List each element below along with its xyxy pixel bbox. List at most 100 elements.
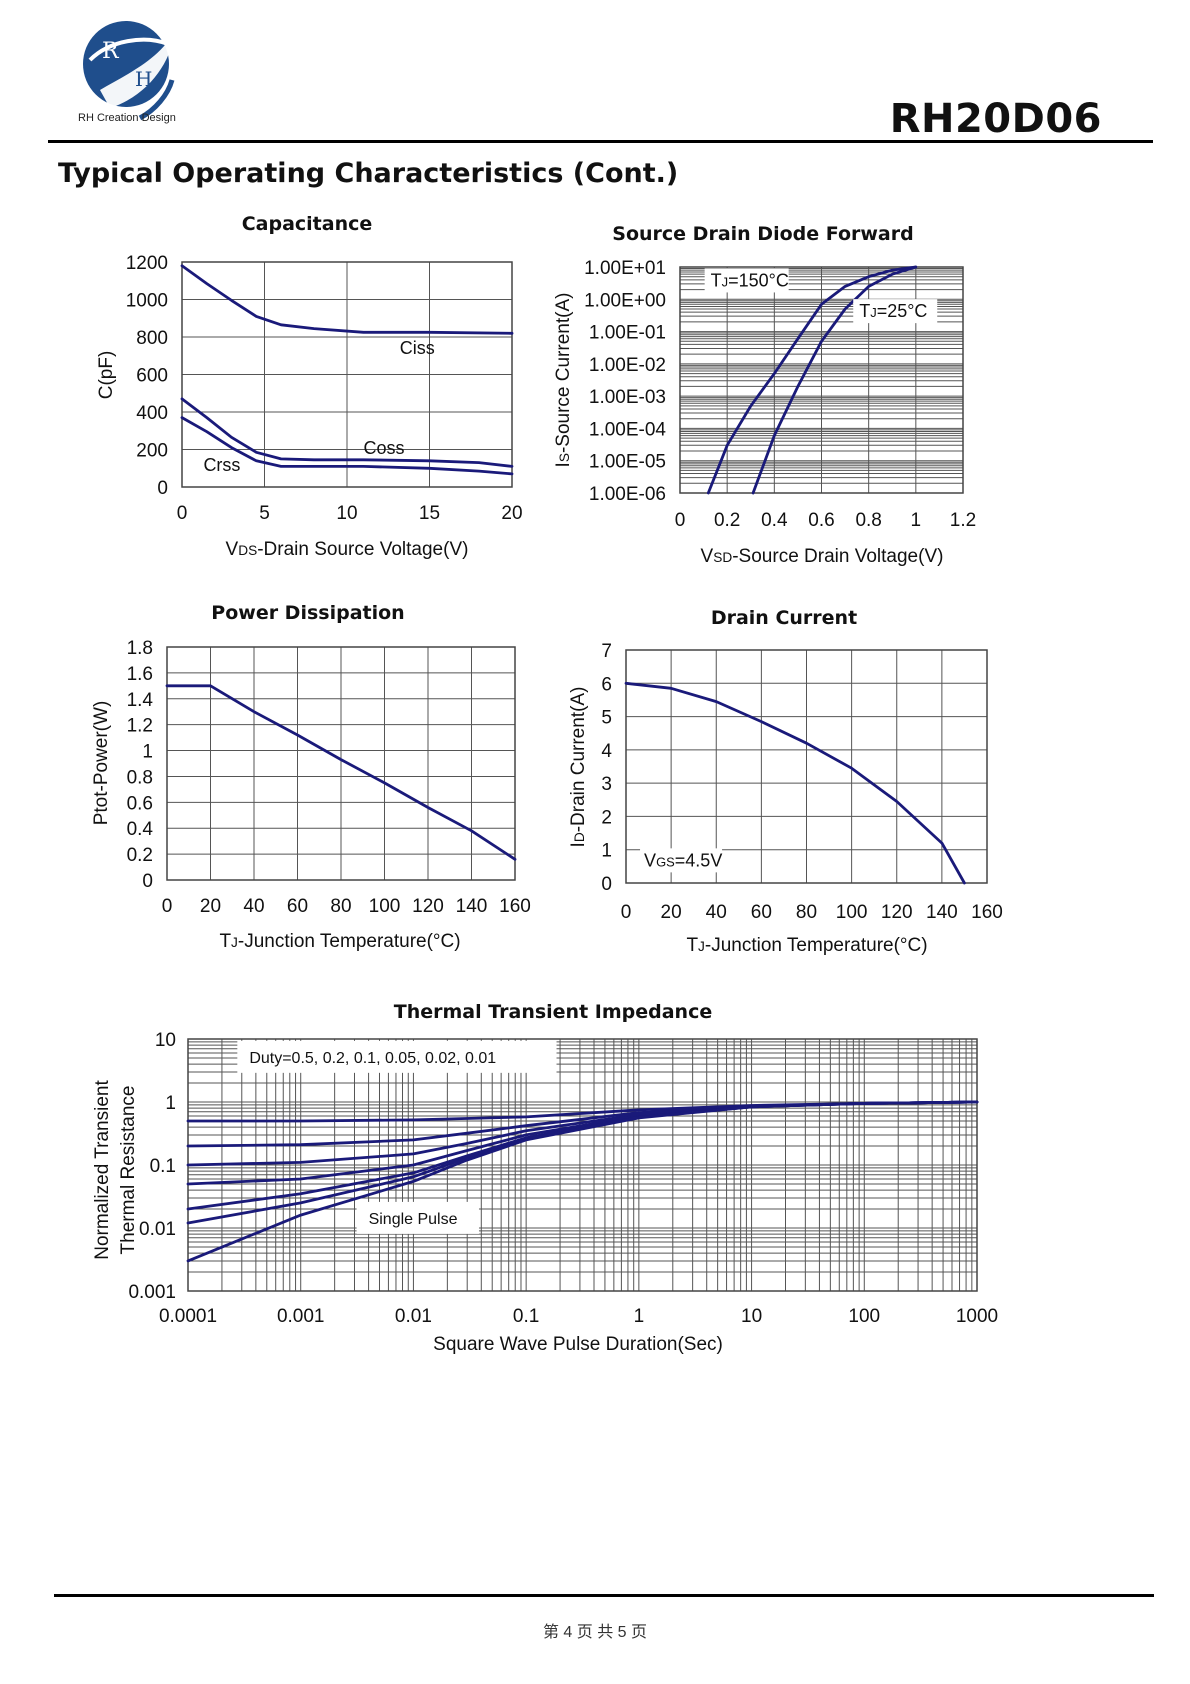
logo-letter-h: H <box>135 67 152 91</box>
drain-current-annotation-bg <box>640 848 723 873</box>
capacitance-y-tick-label: 1200 <box>126 253 168 274</box>
thermal-impedance-y-tick-label: 0.001 <box>128 1282 176 1303</box>
capacitance-series-label: Coss <box>364 438 405 458</box>
power-dissipation-y-tick-label: 1.8 <box>127 638 153 659</box>
power-dissipation-series-line-0 <box>165 684 517 861</box>
capacitance-y-tick-label: 800 <box>136 328 168 349</box>
diode-forward-y-axis-label: IS-Source Current(A) <box>553 293 574 468</box>
drain-current-y-tick-label: 2 <box>601 807 612 828</box>
power-dissipation-y-tick-label: 1.2 <box>127 716 153 737</box>
power-dissipation-y-tick-label: 1.4 <box>127 690 154 711</box>
power-dissipation-x-tick-label: 40 <box>243 896 264 917</box>
diode-forward-y-tick-label: 1.00E-03 <box>589 387 666 408</box>
capacitance-y-axis-label: C(pF) <box>96 351 117 400</box>
diode-forward-series-label: TJ=25°C <box>859 301 927 321</box>
diode-forward-x-tick-label: 0.4 <box>761 510 788 531</box>
drain-current-y-tick-label: 5 <box>601 708 612 729</box>
capacitance-y-tick-label: 600 <box>136 366 168 387</box>
drain-current-y-tick-label: 6 <box>601 674 612 695</box>
diode-forward-x-tick-label: 1.2 <box>950 510 976 531</box>
thermal-impedance-x-axis-label: Square Wave Pulse Duration(Sec) <box>433 1334 723 1355</box>
thermal-impedance-x-tick-label: 10 <box>741 1306 762 1327</box>
thermal-impedance-annotation: Duty=0.5, 0.2, 0.1, 0.05, 0.02, 0.01 <box>249 1050 496 1067</box>
logo-caption: RH Creation Design <box>78 112 176 124</box>
thermal-impedance-series-line-single-pulse <box>186 1100 979 1263</box>
thermal-impedance-x-tick-label: 0.1 <box>513 1306 539 1327</box>
thermal-impedance-y-axis-label: Normalized Transient <box>92 1080 113 1260</box>
diode-forward-y-tick-label: 1.00E-06 <box>589 484 666 505</box>
capacitance-x-tick-label: 0 <box>177 503 188 524</box>
power-dissipation-y-tick-label: 0 <box>142 871 153 892</box>
page-number: 第 4 页 共 5 页 <box>542 1624 648 1641</box>
power-dissipation-y-tick-label: 1 <box>142 742 153 763</box>
capacitance-y-tick-label: 200 <box>136 441 168 462</box>
diode-forward-series-label-bg <box>853 299 938 324</box>
diode-forward-y-tick-label: 1.00E+00 <box>584 290 666 311</box>
power-dissipation-x-tick-label: 100 <box>369 896 401 917</box>
diode-forward-x-tick-label: 0.8 <box>855 510 881 531</box>
thermal-impedance-annotation-bg <box>356 1201 479 1234</box>
thermal-impedance-x-tick-label: 1 <box>634 1306 645 1327</box>
thermal-impedance-x-tick-label: 100 <box>848 1306 880 1327</box>
diode-forward-y-tick-label: 1.00E-05 <box>589 452 666 473</box>
thermal-impedance-x-tick-label: 1000 <box>956 1306 998 1327</box>
diode-forward-series-label: TJ=150°C <box>711 270 789 290</box>
thermal-impedance-x-tick-label: 0.01 <box>395 1306 432 1327</box>
drain-current-annotation: VGS=4.5V <box>644 850 722 870</box>
diode-forward-chart-title: Source Drain Diode Forward <box>612 223 913 245</box>
drain-current-x-tick-label: 80 <box>796 902 817 923</box>
power-dissipation-x-tick-label: 80 <box>330 896 351 917</box>
diode-forward-y-tick-label: 1.00E-04 <box>589 419 667 440</box>
capacitance-x-tick-label: 10 <box>336 503 357 524</box>
diode-forward-y-tick-label: 1.00E-01 <box>589 323 666 344</box>
capacitance-x-tick-label: 5 <box>259 503 270 524</box>
company-logo: R H <box>83 21 175 121</box>
capacitance-plot-frame <box>181 261 513 488</box>
drain-current-x-tick-label: 100 <box>836 902 868 923</box>
capacitance-y-tick-label: 400 <box>136 403 168 424</box>
thermal-impedance-annotation: Single Pulse <box>369 1211 458 1228</box>
diode-forward-chart: 0 0.2 0.4 0.6 0.8 1 1.2 1.00E-06 1.00E-05 1.00E-0… <box>553 223 976 567</box>
capacitance-y-tick-label: 0 <box>157 478 168 499</box>
capacitance-series-line-crss <box>180 416 514 476</box>
drain-current-y-tick-label: 0 <box>601 874 612 895</box>
capacitance-x-tick-label: 20 <box>501 503 522 524</box>
power-dissipation-x-tick-label: 140 <box>456 896 488 917</box>
thermal-impedance-chart-title: Thermal Transient Impedance <box>394 1001 712 1023</box>
capacitance-series-line-coss <box>180 397 514 468</box>
power-dissipation-y-tick-label: 0.8 <box>127 767 153 788</box>
diode-forward-series-line-tj-150-c <box>706 265 918 495</box>
capacitance-y-tick-label: 1000 <box>126 291 168 312</box>
drain-current-chart: 0 20 40 60 80 100 120 140 160 0 1 2 3 4 5 6 7 Drain Curre… <box>568 607 1003 956</box>
diode-forward-y-tick-label: 1.00E-02 <box>589 355 666 376</box>
diode-forward-x-tick-label: 0 <box>675 510 686 531</box>
drain-current-y-tick-label: 1 <box>601 841 612 862</box>
diode-forward-x-tick-label: 0.2 <box>714 510 740 531</box>
power-dissipation-x-tick-label: 120 <box>412 896 444 917</box>
power-dissipation-x-tick-label: 0 <box>162 896 173 917</box>
section-title: Typical Operating Characteristics (Cont.… <box>58 158 679 189</box>
thermal-impedance-y-tick-label: 0.01 <box>139 1219 176 1240</box>
drain-current-x-tick-label: 140 <box>926 902 958 923</box>
diode-forward-y-tick-label: 1.00E+01 <box>584 258 666 279</box>
drain-current-y-tick-label: 4 <box>601 741 612 762</box>
drain-current-x-tick-label: 160 <box>971 902 1003 923</box>
thermal-impedance-y-axis-label: Thermal Resistance <box>118 1086 139 1255</box>
thermal-impedance-chart: 0.0001 0.001 0.01 0.1 1 10 100 1000 0.001 0.01 0.1… <box>92 1001 998 1355</box>
drain-current-chart-title: Drain Current <box>711 607 857 629</box>
power-dissipation-y-tick-label: 0.2 <box>127 845 153 866</box>
capacitance-x-tick-label: 15 <box>419 503 440 524</box>
drain-current-x-tick-label: 0 <box>621 902 632 923</box>
power-dissipation-x-axis-label: TJ-Junction Temperature(°C) <box>219 931 460 952</box>
capacitance-series-label: Ciss <box>400 338 435 358</box>
diode-forward-plot-frame <box>679 266 964 494</box>
power-dissipation-y-tick-label: 1.6 <box>127 664 153 685</box>
thermal-impedance-x-tick-label: 0.001 <box>277 1306 325 1327</box>
drain-current-series-line-0 <box>624 681 966 885</box>
capacitance-chart: 0 5 10 15 20020040060080010001200Capacitance… <box>96 213 523 560</box>
power-dissipation-y-tick-label: 0.6 <box>127 793 153 814</box>
header-rule <box>48 140 1153 143</box>
drain-current-x-tick-label: 60 <box>751 902 772 923</box>
capacitance-series-label: Crss <box>203 455 240 475</box>
